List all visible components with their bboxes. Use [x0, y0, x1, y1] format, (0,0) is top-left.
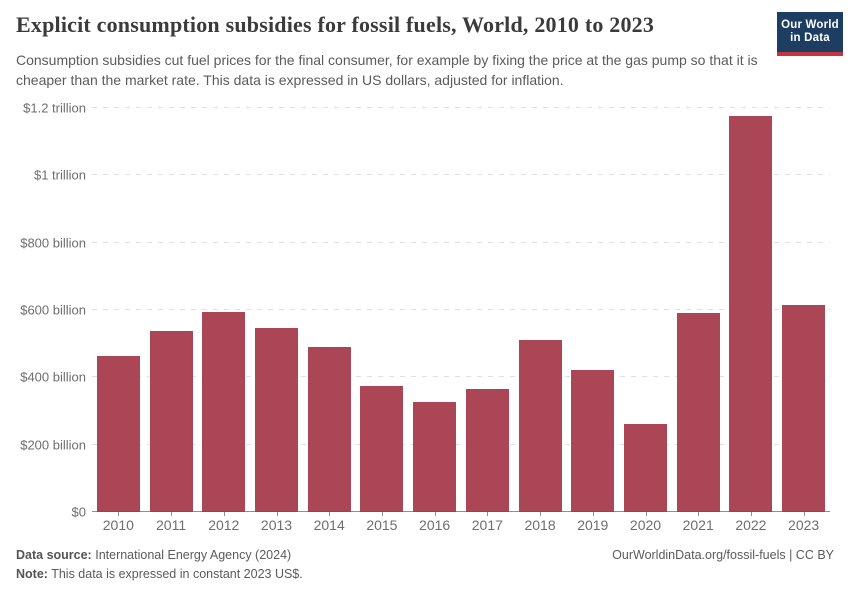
- y-axis-label: $1.2 trillion: [23, 100, 86, 116]
- y-axis-label: $400 billion: [20, 369, 86, 385]
- chart-footer: Data source: International Energy Agency…: [16, 548, 834, 586]
- bar-2023[interactable]: [782, 304, 826, 512]
- x-axis-tick: [223, 512, 225, 516]
- x-axis-label-2019: 2019: [577, 517, 609, 533]
- bar-2016[interactable]: [413, 402, 457, 512]
- x-axis-label-2013: 2013: [260, 517, 293, 533]
- y-axis-labels: $0 $200 billion $400 billion $600 billion $8…: [0, 101, 86, 520]
- gridline-1000: [92, 174, 830, 176]
- x-axis-label-2014: 2014: [313, 517, 345, 533]
- bar-2012[interactable]: [202, 311, 246, 512]
- bar-2020[interactable]: [624, 423, 667, 512]
- bar-2014[interactable]: [307, 347, 351, 512]
- x-axis-label-2012: 2012: [208, 517, 240, 533]
- data-source-text: International Energy Agency (2024): [95, 548, 292, 562]
- x-axis-label-2015: 2015: [366, 517, 398, 533]
- x-axis-tick: [171, 512, 173, 516]
- x-axis-label-2018: 2018: [524, 517, 556, 533]
- note-line: Note: This data is expressed in constant…: [16, 567, 834, 581]
- owid-logo-line1: Our World: [781, 19, 839, 31]
- x-axis-labels: 2010 2011 2012 2013 2014 2015 2016 2017 2018 2019…: [92, 517, 830, 535]
- x-axis-label-2021: 2021: [682, 517, 714, 533]
- bar-2021[interactable]: [676, 313, 720, 512]
- x-axis-tick: [118, 512, 120, 516]
- x-axis-label-2016: 2016: [419, 517, 451, 533]
- x-axis-tick: [592, 512, 594, 516]
- x-axis-tick: [540, 512, 542, 516]
- y-axis-label: $600 billion: [20, 302, 86, 318]
- owid-citation-link[interactable]: OurWorldinData.org/fossil-fuels | CC BY: [612, 548, 834, 562]
- page-title: Explicit consumption subsidies for fossi…: [16, 12, 655, 37]
- bar-2011[interactable]: [149, 331, 193, 512]
- note-label: Note:: [16, 567, 48, 581]
- data-source-line: Data source: International Energy Agency…: [16, 548, 834, 562]
- bar-2010[interactable]: [96, 355, 140, 512]
- x-axis-line: [92, 511, 830, 512]
- x-axis-label-2020: 2020: [629, 517, 662, 533]
- x-axis-tick: [487, 512, 489, 516]
- x-axis-tick: [750, 512, 752, 516]
- x-axis-tick: [434, 512, 436, 516]
- gridline-600: [92, 309, 830, 310]
- x-axis-label-2022: 2022: [735, 517, 767, 533]
- x-axis-label-2010: 2010: [102, 517, 134, 533]
- owid-logo-line2: in Data: [790, 32, 830, 44]
- bar-2018[interactable]: [518, 339, 562, 512]
- chart-subtitle: Consumption subsidies cut fuel prices fo…: [16, 52, 758, 88]
- note-text: This data is expressed in constant 2023 …: [51, 567, 303, 581]
- x-axis-label-2011: 2011: [156, 517, 187, 533]
- gridline-800: [92, 241, 830, 243]
- gridline-1200: [92, 107, 830, 108]
- bar-chart-plot-area: [92, 107, 830, 516]
- bar-2019[interactable]: [571, 369, 615, 512]
- bar-2017[interactable]: [465, 388, 509, 512]
- gridline-400: [92, 376, 830, 378]
- x-axis-tick: [645, 512, 647, 516]
- owid-logo[interactable]: Our World in Data: [777, 12, 843, 56]
- y-axis-label: $1 trillion: [33, 167, 86, 183]
- x-axis-tick: [803, 512, 805, 516]
- y-axis-label: $800 billion: [20, 235, 86, 251]
- data-source-label: Data source:: [16, 548, 92, 562]
- y-axis-label: $200 billion: [20, 437, 86, 453]
- gridline-200: [92, 443, 830, 445]
- x-axis-label-2023: 2023: [788, 517, 820, 533]
- x-axis-label-2017: 2017: [471, 517, 503, 533]
- bar-2013[interactable]: [255, 328, 298, 512]
- x-axis-tick: [329, 512, 331, 516]
- x-axis-tick: [276, 512, 278, 516]
- y-axis-label: $0: [71, 504, 86, 520]
- x-axis-tick: [381, 512, 383, 516]
- bar-2022[interactable]: [729, 116, 773, 512]
- bar-2015[interactable]: [360, 386, 404, 512]
- x-axis-tick: [698, 512, 700, 516]
